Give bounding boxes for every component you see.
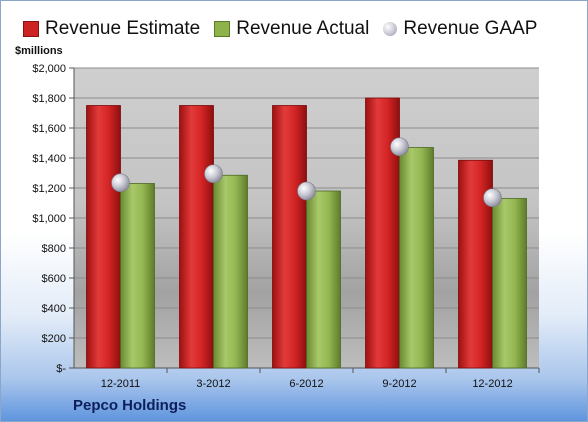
point-gaap-12-2011 xyxy=(111,173,130,193)
y-tick-label-1200: $1,200 xyxy=(32,183,66,195)
y-tick-label-1400: $1,400 xyxy=(32,153,66,165)
bar-estimate-3-2012 xyxy=(179,105,214,369)
y-tick-label-200: $200 xyxy=(42,333,66,345)
x-tick-label-3-2012: 3-2012 xyxy=(196,378,230,390)
y-tick-label-400: $400 xyxy=(42,303,66,315)
x-tick-label-9-2012: 9-2012 xyxy=(382,378,416,390)
x-tick-label-12-2011: 12-2011 xyxy=(101,378,141,390)
legend-label-revenue-gaap: Revenue GAAP xyxy=(403,18,538,39)
legend-swatch-revenue-gaap xyxy=(383,22,398,36)
bar-actual-3-2012 xyxy=(213,174,248,369)
y-tick-label-0: $- xyxy=(56,363,66,375)
legend-swatch-revenue-estimate xyxy=(23,21,39,37)
y-tick-label-800: $800 xyxy=(42,243,66,255)
bar-estimate-12-2011 xyxy=(86,105,121,369)
legend-label-revenue-actual: Revenue Actual xyxy=(236,18,370,39)
bar-actual-12-2011 xyxy=(120,183,155,369)
point-gaap-9-2012 xyxy=(390,137,409,157)
bar-actual-9-2012 xyxy=(399,147,434,369)
bar-actual-6-2012 xyxy=(306,190,341,369)
y-tick-label-1000: $1,000 xyxy=(32,213,66,225)
legend-item-revenue-gaap: Revenue GAAP xyxy=(383,18,537,40)
company-name: Pepco Holdings xyxy=(73,397,187,414)
x-tick-label-12-2012: 12-2012 xyxy=(472,378,512,390)
y-tick-label-1800: $1,800 xyxy=(32,93,66,105)
legend-swatch-revenue-actual xyxy=(214,21,231,37)
bar-estimate-6-2012 xyxy=(272,105,307,369)
y-tick-label-2000: $2,000 xyxy=(32,63,66,75)
point-gaap-6-2012 xyxy=(297,181,316,201)
bar-estimate-9-2012 xyxy=(365,97,400,369)
point-gaap-3-2012 xyxy=(204,164,223,184)
legend: Revenue Estimate Revenue Actual Revenue … xyxy=(23,16,551,42)
legend-label-revenue-estimate: Revenue Estimate xyxy=(45,18,201,39)
y-axis-unit-label: $millions xyxy=(15,45,63,57)
point-gaap-12-2012 xyxy=(483,188,502,208)
y-tick-label-1600: $1,600 xyxy=(32,123,66,135)
x-tick-label-6-2012: 6-2012 xyxy=(289,378,323,390)
legend-item-revenue-actual: Revenue Actual xyxy=(214,18,369,40)
bar-actual-12-2012 xyxy=(492,198,527,369)
y-tick-label-600: $600 xyxy=(42,273,66,285)
legend-item-revenue-estimate: Revenue Estimate xyxy=(23,18,200,40)
